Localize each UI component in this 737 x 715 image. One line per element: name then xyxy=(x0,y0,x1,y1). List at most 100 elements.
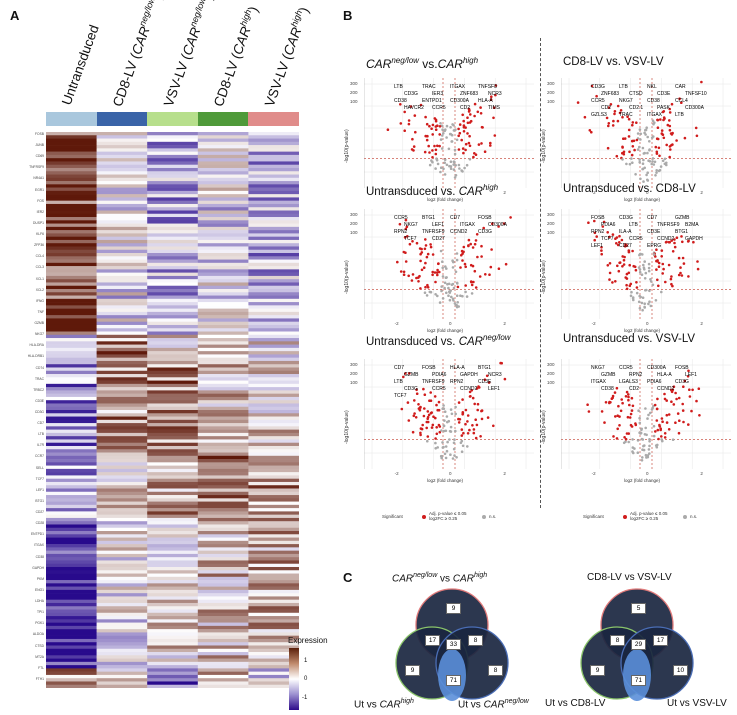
heatmap-cell xyxy=(46,403,97,408)
significant-gene-point xyxy=(611,394,615,398)
significant-gene-point xyxy=(426,286,430,289)
heatmap-cell xyxy=(46,671,97,676)
heatmap-cell xyxy=(96,217,148,221)
significant-gene-point xyxy=(595,94,598,98)
heatmap-cell xyxy=(147,534,199,538)
significant-gene-point xyxy=(625,287,629,291)
gene-label: CD300A xyxy=(488,222,507,228)
significant-gene-point xyxy=(468,144,472,148)
heatmap-cell xyxy=(147,177,199,182)
significant-gene-point xyxy=(656,126,660,129)
ns-gene-point xyxy=(454,412,457,416)
heatmap-cell xyxy=(147,138,199,143)
heatmap-cell xyxy=(46,213,97,218)
heatmap-cell xyxy=(96,432,148,437)
gene-label: IER3 xyxy=(432,91,444,97)
heatmap-cell xyxy=(96,145,148,149)
ns-gene-point xyxy=(648,438,651,441)
significant-gene-point xyxy=(660,417,664,420)
heatmap-cell xyxy=(197,298,249,303)
gene-label: FOSB xyxy=(422,365,436,371)
heatmap-cell xyxy=(46,344,97,349)
ns-gene-point xyxy=(648,289,651,293)
significant-gene-point xyxy=(492,116,495,120)
gene-label: CCR5 xyxy=(394,215,408,221)
ns-gene-point xyxy=(640,301,644,305)
volcano-title: Untransduced vs. VSV-LV xyxy=(563,333,695,345)
y-tick: 100 xyxy=(350,380,358,385)
ns-gene-point xyxy=(630,157,633,160)
heatmap-cell xyxy=(147,495,199,499)
heatmap-cell xyxy=(147,468,199,473)
heatmap-cell xyxy=(248,217,299,221)
heatmap-cell xyxy=(248,246,299,251)
heatmap-cell xyxy=(96,642,148,646)
significant-gene-point xyxy=(654,430,657,433)
ns-gene-point xyxy=(465,295,469,298)
ns-gene-point xyxy=(442,404,445,407)
heatmap-cell xyxy=(147,410,199,414)
heatmap-cell xyxy=(248,164,299,169)
ns-gene-point xyxy=(452,286,456,290)
ns-gene-point xyxy=(447,286,450,290)
ns-gene-point xyxy=(452,163,455,166)
heatmap-cell xyxy=(197,141,249,146)
significant-gene-point xyxy=(463,262,467,266)
heatmap-cell xyxy=(248,478,299,483)
significant-gene-point xyxy=(409,105,413,108)
heatmap-cell xyxy=(147,449,199,453)
heatmap-cell xyxy=(96,338,148,342)
significant-gene-point xyxy=(456,285,460,289)
heatmap-cell xyxy=(96,148,148,152)
ns-gene-point xyxy=(638,128,642,131)
ns-gene-point xyxy=(641,162,645,165)
heatmap-cell xyxy=(197,344,249,349)
heatmap-cell xyxy=(46,504,97,509)
heatmap-cell xyxy=(147,171,199,175)
heatmap-cell xyxy=(96,285,148,290)
gene-label: RPN2 xyxy=(450,379,464,385)
heatmap-cell xyxy=(46,452,97,457)
heatmap-cell xyxy=(197,400,249,404)
venn-left-label: Ut vs CD8-LV xyxy=(545,698,606,709)
significant-gene-point xyxy=(665,421,669,424)
heatmap-cell xyxy=(197,190,249,195)
heatmap-cell xyxy=(46,665,97,669)
heatmap-cell xyxy=(96,413,148,417)
significant-gene-point xyxy=(472,428,476,431)
volcano-x-label: log2 (fold change) xyxy=(427,197,464,202)
heatmap-cell xyxy=(197,576,249,581)
heatmap-cell xyxy=(46,445,97,450)
significant-gene-point xyxy=(590,84,594,88)
heatmap-cell xyxy=(248,220,299,224)
heatmap-cell xyxy=(96,223,148,228)
heatmap-cell xyxy=(147,638,199,643)
heatmap-cell xyxy=(96,305,148,309)
ns-gene-point xyxy=(450,283,454,286)
heatmap-cell xyxy=(96,253,148,257)
significant-gene-point xyxy=(600,410,604,413)
volcano-plot-area xyxy=(364,209,534,319)
heatmap-cell xyxy=(197,318,249,322)
heatmap-cell xyxy=(96,462,148,466)
heatmap-cell xyxy=(96,521,148,525)
x-tick: -2 xyxy=(591,471,596,476)
heatmap-cell xyxy=(46,377,97,381)
heatmap-cell xyxy=(46,612,97,617)
heatmap-cell xyxy=(96,426,148,430)
ns-gene-point xyxy=(451,266,455,269)
heatmap-row-name: GAPDH xyxy=(32,565,44,570)
heatmap-cell xyxy=(46,318,97,322)
venn-top-label: CARneg/low vs CARhigh xyxy=(392,572,487,584)
ns-gene-point xyxy=(663,157,667,161)
heatmap-cell xyxy=(197,210,249,215)
heatmap-row-name: LTB xyxy=(38,432,44,437)
heatmap-cell xyxy=(96,364,148,368)
significant-gene-point xyxy=(464,265,467,269)
heatmap-cell xyxy=(96,396,148,401)
heatmap-cell xyxy=(147,318,199,322)
heatmap-cell xyxy=(147,275,199,280)
heatmap-row-name: CD3G xyxy=(34,410,44,414)
gene-label: LGALS3 xyxy=(619,379,638,385)
significant-gene-point xyxy=(502,222,506,225)
